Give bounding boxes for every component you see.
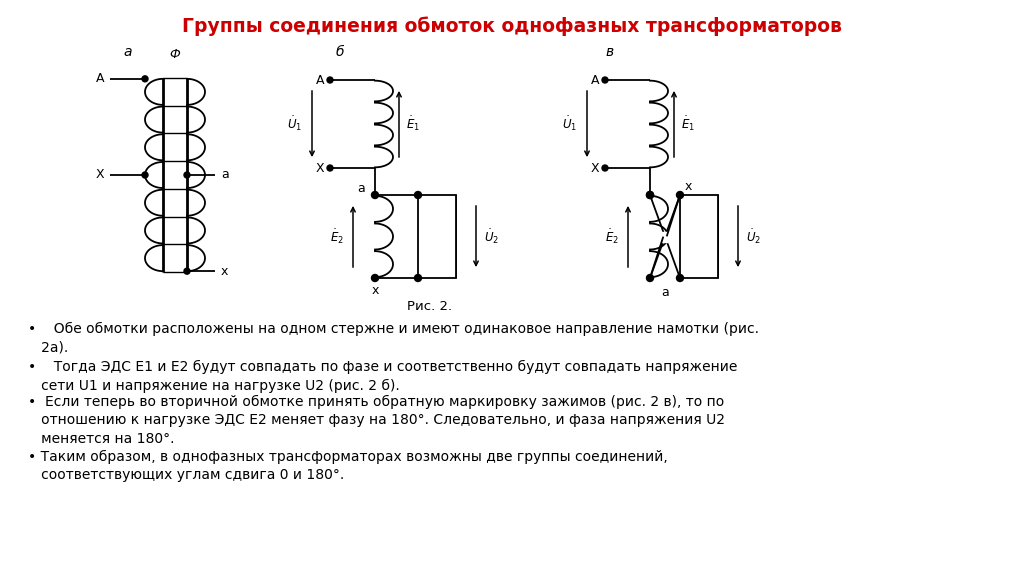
Circle shape <box>646 192 653 199</box>
Text: б: б <box>336 45 344 59</box>
Text: $\dot{U}_1$: $\dot{U}_1$ <box>288 115 303 133</box>
Circle shape <box>602 165 608 171</box>
Text: $\dot{U}_2$: $\dot{U}_2$ <box>746 227 762 246</box>
Text: $\dot{E}_1$: $\dot{E}_1$ <box>681 115 695 133</box>
Circle shape <box>142 76 148 82</box>
Text: $\dot{U}_2$: $\dot{U}_2$ <box>484 227 500 246</box>
Bar <box>680 195 718 278</box>
Text: X: X <box>95 169 104 181</box>
Circle shape <box>184 172 190 178</box>
Text: A: A <box>315 73 324 87</box>
Text: $z_н$: $z_н$ <box>692 230 706 243</box>
Circle shape <box>677 274 683 281</box>
Text: a: a <box>662 285 669 298</box>
Circle shape <box>602 77 608 83</box>
Text: Ф: Ф <box>170 48 180 61</box>
Text: $\dot{E}_2$: $\dot{E}_2$ <box>605 227 618 246</box>
Text: •  Если теперь во вторичной обмотке принять обратную маркировку зажимов (рис. 2 : • Если теперь во вторичной обмотке приня… <box>28 395 725 446</box>
Text: •    Тогда ЭДС E1 и E2 будут совпадать по фазе и соответственно будут совпадать : • Тогда ЭДС E1 и E2 будут совпадать по ф… <box>28 360 737 393</box>
Circle shape <box>372 192 379 199</box>
Text: x: x <box>221 265 228 278</box>
Text: Группы соединения обмоток однофазных трансформаторов: Группы соединения обмоток однофазных тра… <box>182 16 842 36</box>
Text: $z_н$: $z_н$ <box>430 230 443 243</box>
Text: $\dot{E}_2$: $\dot{E}_2$ <box>330 227 344 246</box>
Text: X: X <box>591 161 599 174</box>
Circle shape <box>142 172 148 178</box>
Circle shape <box>372 274 379 281</box>
Text: $\dot{E}_1$: $\dot{E}_1$ <box>406 115 420 133</box>
Text: Рис. 2.: Рис. 2. <box>408 300 453 313</box>
Text: x: x <box>372 284 379 297</box>
Text: •    Обе обмотки расположены на одном стержне и имеют одинаковое направление нам: • Обе обмотки расположены на одном стерж… <box>28 322 759 355</box>
Circle shape <box>327 77 333 83</box>
Circle shape <box>646 192 653 199</box>
Circle shape <box>327 165 333 171</box>
Circle shape <box>415 274 422 281</box>
Text: $\dot{U}_1$: $\dot{U}_1$ <box>562 115 578 133</box>
FancyBboxPatch shape <box>659 231 671 242</box>
Text: а: а <box>124 45 132 59</box>
Text: в: в <box>606 45 614 59</box>
Text: a: a <box>357 183 365 196</box>
Circle shape <box>677 192 683 199</box>
Text: X: X <box>315 161 324 174</box>
Text: • Таким образом, в однофазных трансформаторах возможны две группы соединений,
  : • Таким образом, в однофазных трансформа… <box>28 450 668 483</box>
Text: A: A <box>95 72 104 86</box>
Circle shape <box>646 274 653 281</box>
Circle shape <box>184 268 190 274</box>
Text: x: x <box>685 180 692 193</box>
Text: A: A <box>591 73 599 87</box>
Circle shape <box>415 192 422 199</box>
Bar <box>418 195 456 278</box>
Text: a: a <box>221 169 228 181</box>
